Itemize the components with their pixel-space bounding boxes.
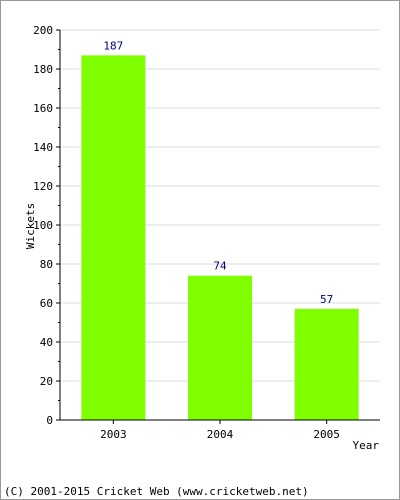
y-tick-label: 160 xyxy=(33,102,53,115)
bar-2003 xyxy=(81,55,146,420)
y-tick-label: 120 xyxy=(33,180,53,193)
y-tick-label: 200 xyxy=(33,24,53,37)
y-tick-label: 40 xyxy=(40,336,53,349)
y-tick-label: 0 xyxy=(46,414,53,427)
axes xyxy=(56,29,380,424)
y-tick-label: 80 xyxy=(40,258,53,271)
y-tick-label: 140 xyxy=(33,141,53,154)
y-tick-label: 20 xyxy=(40,375,53,388)
x-tick-label: 2004 xyxy=(207,428,234,441)
x-tick-label: 2005 xyxy=(313,428,340,441)
y-tick-label: 100 xyxy=(33,219,53,232)
bar-value-label: 74 xyxy=(213,260,227,273)
x-axis-title: Year xyxy=(353,439,380,452)
labels: 0 20 40 60 80 100 120 140 160 180 200 187 2003 74 2004… xyxy=(33,24,340,441)
footer-copyright: (C) 2001-2015 Cricket Web (www.cricketwe… xyxy=(4,485,309,498)
x-tick-label: 2003 xyxy=(100,428,127,441)
bar-2004 xyxy=(188,275,252,420)
bar-value-label: 57 xyxy=(320,293,333,306)
bars xyxy=(81,55,359,420)
bar-2005 xyxy=(294,308,359,420)
bar-value-label: 187 xyxy=(103,39,123,52)
y-axis-title: Wickets xyxy=(24,203,37,249)
y-tick-label: 60 xyxy=(40,297,53,310)
y-tick-label: 180 xyxy=(33,63,53,76)
